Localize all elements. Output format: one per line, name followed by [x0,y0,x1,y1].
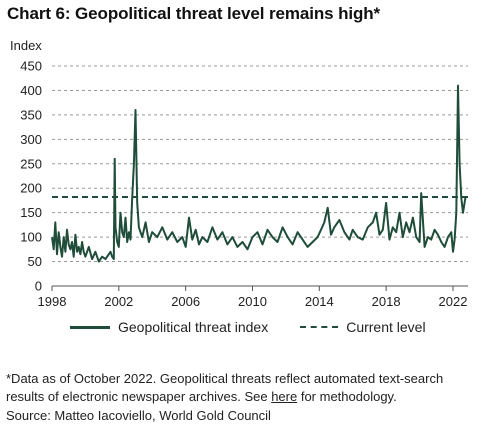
y-tick-label: 0 [35,279,42,294]
legend-label-current: Current level [346,319,426,335]
footnote-text: results of electronic newspaper archives… [6,389,272,404]
y-tick-label: 200 [20,181,42,196]
y-tick-label: 250 [20,156,42,171]
y-tick-label: 300 [20,132,42,147]
y-tick-label: 350 [20,107,42,122]
x-tick-label: 2006 [171,294,200,309]
footnote-text-end: for methodology. [297,389,397,404]
x-tick-label: 2002 [104,294,133,309]
legend: Geopolitical threat index Current level [70,319,426,335]
x-tick-label: 2022 [439,294,468,309]
y-tick-label: 400 [20,83,42,98]
chart-title: Chart 6: Geopolitical threat level remai… [7,4,381,23]
legend-label-series: Geopolitical threat index [118,319,269,335]
y-axis-label: Index [10,38,42,53]
legend-swatch-series [70,325,110,329]
y-tick-label: 100 [20,230,42,245]
x-tick-labels: 1998 2002 2006 2010 2014 2018 2022 [38,286,468,309]
x-tick-label: 2010 [238,294,267,309]
x-tick-label: 2014 [305,294,334,309]
footnote-line-1: *Data as of October 2022. Geopolitical t… [6,371,444,386]
y-tick-label: 450 [20,59,42,74]
y-tick-label: 150 [20,205,42,220]
line-chart: 0 50 100 150 200 250 300 350 400 450 1998 2002 2006… [20,59,468,309]
source-line: Source: Matteo Iacoviello, World Gold Co… [6,408,271,423]
footnote-line-2: results of electronic newspaper archives… [6,388,397,406]
series-line-geopolitical-threat-index [51,84,467,263]
x-tick-label: 1998 [38,294,67,309]
y-tick-label: 50 [28,254,42,269]
x-tick-label: 2018 [372,294,401,309]
methodology-link[interactable]: here [271,389,298,404]
legend-swatch-current [300,326,339,328]
y-tick-labels: 0 50 100 150 200 250 300 350 400 450 [20,59,42,294]
